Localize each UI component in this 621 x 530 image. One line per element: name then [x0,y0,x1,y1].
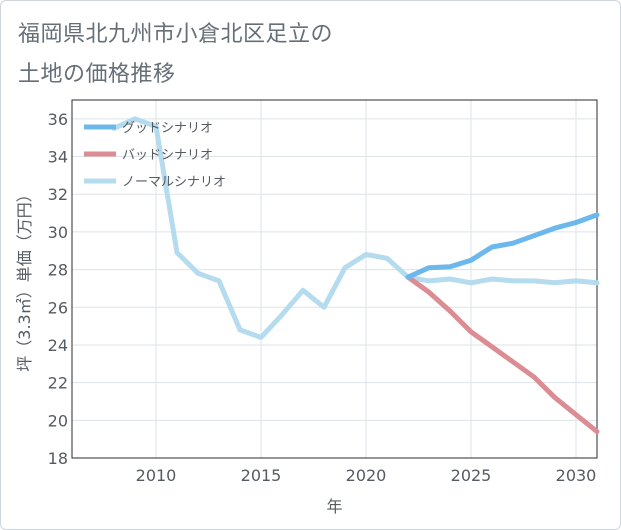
legend-label-2: ノーマルシナリオ [122,175,226,190]
x-axis-title: 年 [326,497,342,516]
x-tick-label: 2025 [451,466,492,485]
x-tick-label: 2030 [556,466,597,485]
y-tick-label: 26 [48,298,68,317]
series-line-0 [405,212,600,280]
y-tick-label: 20 [48,411,68,430]
grid [72,100,597,459]
y-tick-label: 36 [48,110,68,129]
plot-border [71,99,598,459]
y-axis-title: 坪（3.3㎡）単価（万円） [15,186,34,371]
y-tick-label: 34 [48,148,68,167]
chart-title-line-2: 土地の価格推移 [18,62,176,87]
series-line-1 [405,274,600,435]
series-lines [111,116,600,435]
y-tick-label: 32 [48,185,68,204]
y-tick-label: 18 [48,449,68,468]
legend-label-0: グッドシナリオ [122,121,213,136]
legend-label-1: バッドシナリオ [122,148,213,163]
x-tick-label: 2010 [136,466,177,485]
y-tick-label: 28 [48,261,68,280]
x-tick-label: 2015 [241,466,282,485]
y-tick-label: 24 [48,336,68,355]
x-tick-label: 2020 [346,466,387,485]
chart-title-line-1: 福岡県北九州市小倉北区足立の [18,22,334,47]
series-line-2 [111,116,600,340]
y-tick-label: 30 [48,223,68,242]
axis-ticks: 2010 2015 2020 2025 2030 18 20 22 24 26 28 30 32 34 36 [48,110,597,485]
y-tick-label: 22 [48,374,68,393]
